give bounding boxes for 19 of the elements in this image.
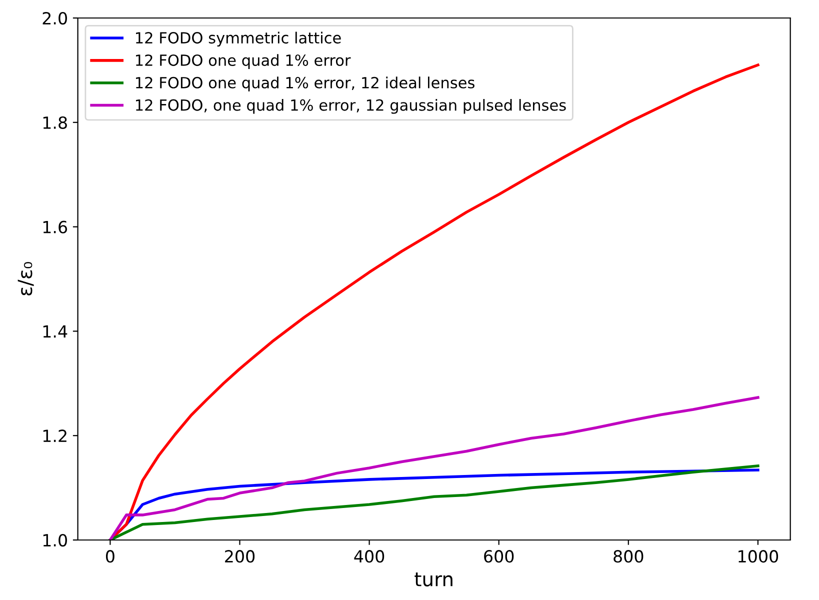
- line-series: [108, 396, 760, 540]
- y-tick-label: 2.0: [42, 12, 67, 25]
- y-tick-label: 1.0: [43, 534, 67, 547]
- x-tick-label: 0: [106, 550, 114, 563]
- y-tick-label: 1.2: [43, 430, 66, 442]
- y-tick-label: 1.8: [43, 116, 67, 129]
- x-tick-label: 600: [484, 550, 514, 563]
- x-tick-label: 800: [614, 550, 644, 563]
- x-tick-label: 400: [354, 550, 384, 563]
- legend-label: 12 FODO one quad 1% error, 12 ideal lenses: [136, 76, 474, 92]
- x-axis-title: turn: [414, 572, 452, 586]
- y-axis-title: ε/ε₀: [18, 262, 34, 296]
- legend-label: 12 FODO, one quad 1% error, 12 gaussian pulsed lenses: [136, 99, 566, 114]
- legend-label: 12 FODO one quad 1% error: [136, 54, 351, 69]
- y-tick-label: 1.4: [43, 325, 68, 338]
- x-tick-label: 1000: [738, 550, 778, 563]
- x-tick-label: 200: [225, 550, 255, 563]
- legend-label: 12 FODO symmetric lattice: [136, 32, 341, 47]
- y-tick-label: 1.6: [43, 220, 68, 234]
